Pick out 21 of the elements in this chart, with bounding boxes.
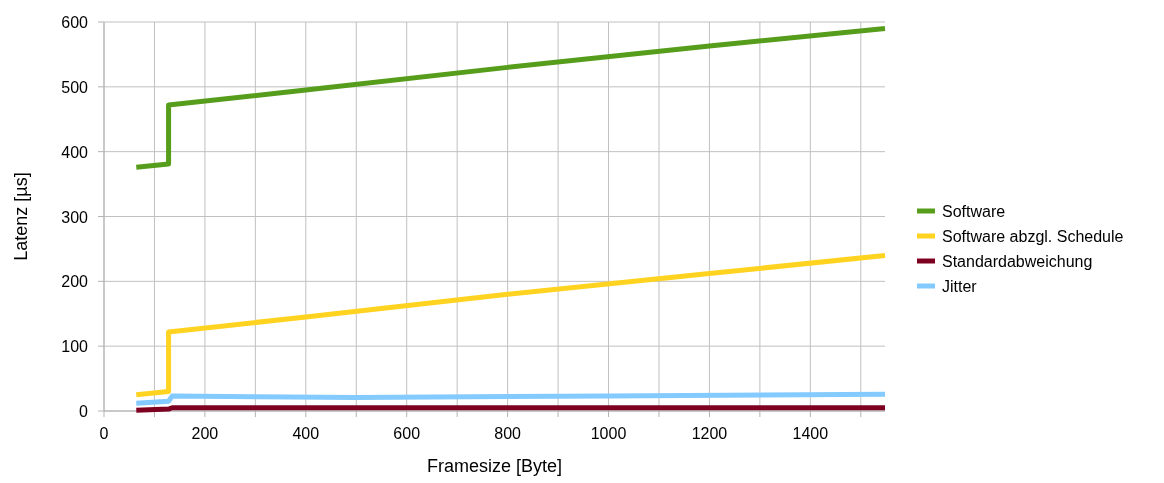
y-tick-label: 100 bbox=[61, 338, 89, 356]
x-tick-label: 1000 bbox=[590, 425, 627, 442]
legend-label: Software bbox=[942, 203, 1006, 220]
y-tick-label: 300 bbox=[61, 208, 89, 226]
x-tick-label: 800 bbox=[494, 425, 522, 442]
y-tick-label: 200 bbox=[61, 273, 89, 291]
x-axis-title: Framesize [Byte] bbox=[426, 456, 563, 476]
x-tick-label: 1200 bbox=[691, 425, 728, 442]
x-tick-label: 0 bbox=[99, 425, 109, 442]
y-tick-label: 600 bbox=[61, 14, 89, 31]
x-tick-label: 200 bbox=[191, 425, 219, 442]
x-tick-label: 1400 bbox=[792, 425, 829, 442]
x-tick-label: 600 bbox=[393, 425, 421, 442]
y-tick-label: 400 bbox=[61, 143, 89, 161]
y-tick-label: 0 bbox=[79, 403, 89, 420]
x-tick-label: 400 bbox=[292, 425, 320, 442]
y-axis-title: Latenz [µs] bbox=[11, 172, 31, 261]
y-tick-label: 500 bbox=[61, 78, 89, 96]
legend-label: Software abzgl. Schedule bbox=[942, 228, 1124, 245]
legend-label: Jitter bbox=[942, 278, 978, 295]
legend-label: Standardabweichung bbox=[942, 253, 1093, 270]
